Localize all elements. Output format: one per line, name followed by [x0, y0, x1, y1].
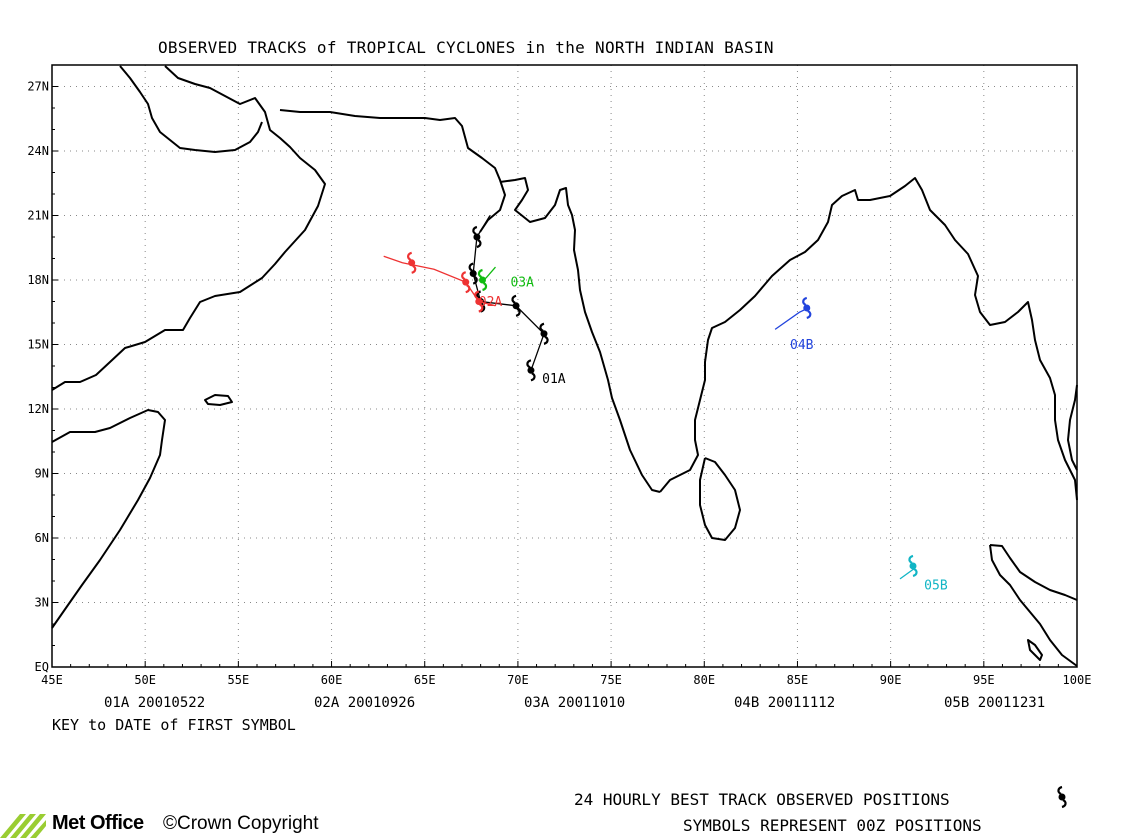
lon-tick-label: 70E	[507, 673, 529, 687]
lat-tick-label: 3N	[35, 596, 49, 610]
map-frame	[51, 64, 1078, 668]
key-entry-02a: 02A 20010926	[314, 695, 416, 711]
met-office-name: Met Office	[52, 812, 144, 834]
cyclone-position-icon	[461, 271, 471, 294]
lon-tick-label: 65E	[414, 673, 436, 687]
lon-tick-label: 80E	[693, 673, 715, 687]
cyclone-symbol-icon	[1057, 785, 1067, 809]
track-line	[899, 567, 916, 580]
lon-tick-label: 45E	[41, 673, 63, 687]
track-line	[774, 307, 809, 330]
lon-tick-label: 55E	[228, 673, 250, 687]
lon-tick-label: 85E	[787, 673, 809, 687]
cyclone-position-icon	[802, 296, 812, 320]
chart-title: OBSERVED TRACKS of TROPICAL CYCLONES in …	[158, 38, 774, 57]
lat-tick-label: 24N	[27, 144, 49, 158]
cyclone-tracks: 01A 02A 03A 04B 05B	[383, 215, 948, 594]
coastline	[51, 65, 1078, 667]
lat-tick-label: 6N	[35, 531, 49, 545]
cyclone-position-icon	[477, 268, 488, 292]
track-03a: 03A	[477, 266, 534, 292]
lat-tick-label: 18N	[27, 273, 49, 287]
lat-tick-label: 12N	[27, 402, 49, 416]
cyclone-position-icon	[511, 294, 521, 317]
lon-tick-label: 90E	[880, 673, 902, 687]
legend-line-2: SYMBOLS REPRESENT 00Z POSITIONS	[683, 816, 982, 835]
cyclone-position-icon	[468, 262, 478, 285]
key-entry-03a: 03A 20011010	[524, 695, 626, 711]
lon-tick-label: 50E	[134, 673, 156, 687]
key-caption: KEY to DATE of FIRST SYMBOL	[52, 716, 296, 734]
track-label-03a: 03A	[510, 275, 534, 290]
lon-tick-label: 60E	[321, 673, 343, 687]
track-02a: 02A	[383, 251, 503, 313]
track-04b: 04B	[774, 296, 814, 353]
key-entry-04b: 04B 20011112	[734, 695, 836, 711]
lat-tick-label: EQ	[35, 660, 49, 674]
track-line	[472, 215, 545, 371]
cyclone-position-icon	[474, 290, 484, 313]
lon-tick-label: 75E	[600, 673, 622, 687]
track-label-05b: 05B	[924, 579, 948, 594]
track-05b: 05B	[899, 554, 948, 594]
lat-tick-label: 21N	[27, 209, 49, 223]
cyclone-position-icon	[472, 225, 482, 249]
lat-tick-label: 9N	[35, 467, 49, 481]
key-entry-05b: 05B 20011231	[944, 695, 1046, 711]
lat-tick-label: 27N	[27, 80, 49, 94]
lon-tick-label: 100E	[1063, 673, 1092, 687]
cyclone-position-icon	[908, 554, 918, 578]
axis-ticks	[51, 86, 1078, 668]
track-label-01a: 01A	[542, 372, 566, 387]
track-label-02a: 02A	[479, 295, 503, 310]
legend-cyclone-symbol	[1057, 785, 1067, 809]
legend-line-1: 24 HOURLY BEST TRACK OBSERVED POSITIONS	[574, 790, 950, 809]
cyclone-position-icon	[539, 322, 549, 345]
key-entry-01a: 01A 20010522	[104, 695, 206, 711]
gridlines	[52, 65, 1077, 667]
cyclone-position-icon	[407, 251, 417, 274]
copyright-text: ©Crown Copyright	[163, 813, 319, 834]
lat-tick-label: 15N	[27, 338, 49, 352]
met-office-logo	[0, 814, 46, 838]
cyclone-position-icon	[526, 359, 536, 382]
track-label-04b: 04B	[790, 338, 814, 353]
lon-tick-label: 95E	[973, 673, 995, 687]
axis-labels: 45E 50E 55E 60E 65E 70E 75E 80E 85E 90E 95E 100E EQ 3…	[27, 80, 1091, 688]
